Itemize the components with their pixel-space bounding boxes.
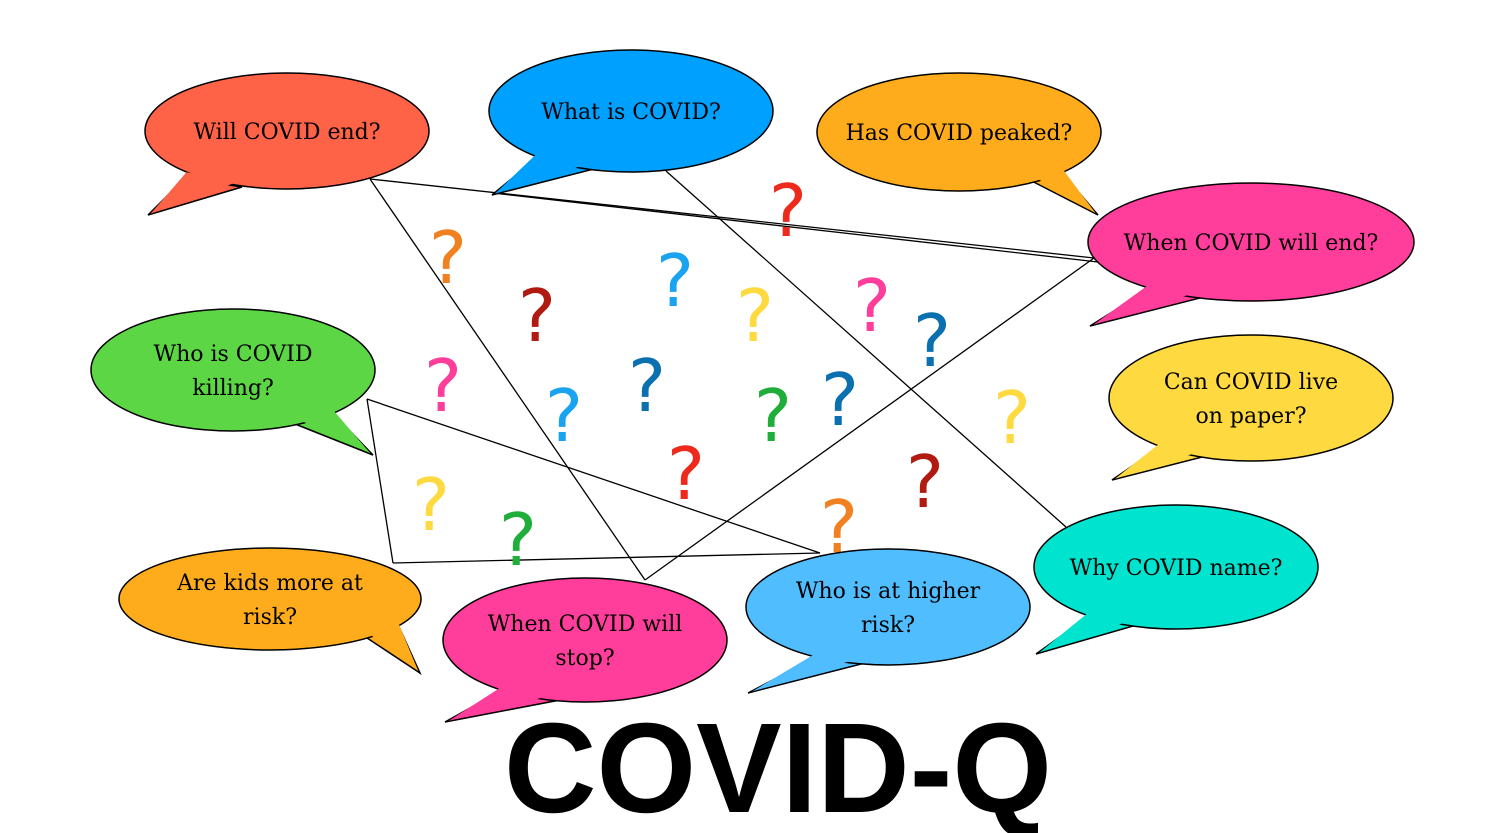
bubble-question-text: killing?	[192, 376, 274, 401]
bubble-what-is-covid: What is COVID?	[488, 49, 774, 196]
question-mark: ?	[499, 498, 537, 582]
bubble-why-covid-name: Why COVID name?	[1033, 504, 1319, 655]
bubble-question-text: Are kids more at	[176, 571, 363, 596]
bubble-tail-fill	[1039, 602, 1139, 653]
question-mark: ?	[424, 344, 462, 428]
question-mark: ?	[993, 376, 1031, 460]
connector-line	[369, 178, 646, 581]
bubble-tail-fill	[150, 172, 241, 214]
bubble-question-text: Will COVID end?	[193, 120, 380, 145]
bubble-fill	[747, 550, 1029, 664]
bubble-question-text: Who is at higher	[796, 579, 981, 604]
bubble-fill	[120, 549, 420, 649]
bubble-are-kids-more-at-risk: Are kids more at risk?	[118, 547, 422, 676]
bubble-tail-fill	[1093, 279, 1199, 325]
bubble-who-is-at-higher-risk: Who is at higher risk?	[745, 548, 1031, 694]
question-mark: ?	[754, 374, 792, 458]
question-mark: ?	[853, 264, 891, 348]
question-mark: ?	[656, 239, 694, 323]
bubble-question-text: Has COVID peaked?	[846, 121, 1073, 146]
bubble-tail-fill	[1021, 164, 1096, 214]
speech-bubbles: Will COVID end? What is COVID? Has COVID p…	[90, 49, 1415, 723]
bubble-fill	[444, 579, 726, 701]
bubble-tail-fill	[286, 399, 371, 454]
bubble-question-text: risk?	[243, 605, 297, 630]
bubble-fill	[818, 74, 1100, 190]
bubble-has-covid-peaked: Has COVID peaked?	[816, 72, 1102, 216]
question-mark: ?	[545, 374, 583, 458]
question-mark: ?	[736, 274, 774, 358]
bubble-question-text: Who is COVID	[153, 342, 312, 367]
question-mark: ?	[906, 440, 944, 524]
bubble-tail-fill	[751, 644, 865, 692]
connector-line	[644, 257, 1095, 581]
bubble-will-covid-end: Will COVID end?	[144, 72, 430, 216]
connector-line	[665, 170, 1067, 528]
question-mark: ?	[821, 358, 859, 442]
connector-line	[369, 178, 1095, 259]
bubble-question-text: stop?	[555, 646, 614, 671]
bubble-who-is-covid-killing: Who is COVID killing?	[90, 308, 376, 456]
bubble-tail-fill	[448, 674, 559, 721]
question-mark: ?	[628, 344, 666, 428]
diagram-title: COVID-Q	[504, 697, 1052, 833]
connector-lines	[366, 170, 1099, 581]
question-mark: ?	[913, 299, 951, 383]
bubble-can-covid-live-on-paper: Can COVID live on paper?	[1108, 334, 1394, 481]
connector-line	[392, 552, 821, 564]
bubble-fill	[490, 51, 772, 171]
question-mark: ?	[769, 169, 807, 253]
bubble-tail-fill	[494, 149, 589, 194]
question-mark: ?	[429, 216, 467, 300]
question-mark: ?	[667, 432, 705, 516]
bubble-question-text: When COVID will end?	[1124, 231, 1379, 256]
bubble-tail-fill	[1115, 434, 1209, 479]
bubble-question-text: When COVID will	[488, 612, 683, 637]
bubble-fill	[1110, 336, 1392, 460]
bubble-fill	[146, 74, 428, 188]
bubble-fill	[1035, 506, 1317, 628]
bubble-when-covid-will-stop: When COVID will stop?	[442, 577, 728, 723]
bubble-question-text: on paper?	[1195, 404, 1306, 429]
bubble-question-text: Can COVID live	[1164, 370, 1338, 395]
bubble-when-covid-will-end: When COVID will end?	[1087, 182, 1415, 327]
connector-line	[492, 192, 1099, 263]
bubble-tail-fill	[356, 612, 419, 672]
question-mark-cloud: ??????????????????	[412, 169, 1031, 582]
bubble-fill	[92, 310, 374, 430]
question-mark: ?	[412, 463, 450, 547]
connector-line	[366, 398, 394, 564]
connector-line	[366, 398, 821, 554]
bubble-fill	[1089, 184, 1413, 300]
bubble-question-text: Why COVID name?	[1070, 556, 1283, 581]
question-mark: ?	[518, 274, 556, 358]
bubble-question-text: risk?	[861, 613, 915, 638]
bubble-question-text: What is COVID?	[541, 100, 721, 125]
